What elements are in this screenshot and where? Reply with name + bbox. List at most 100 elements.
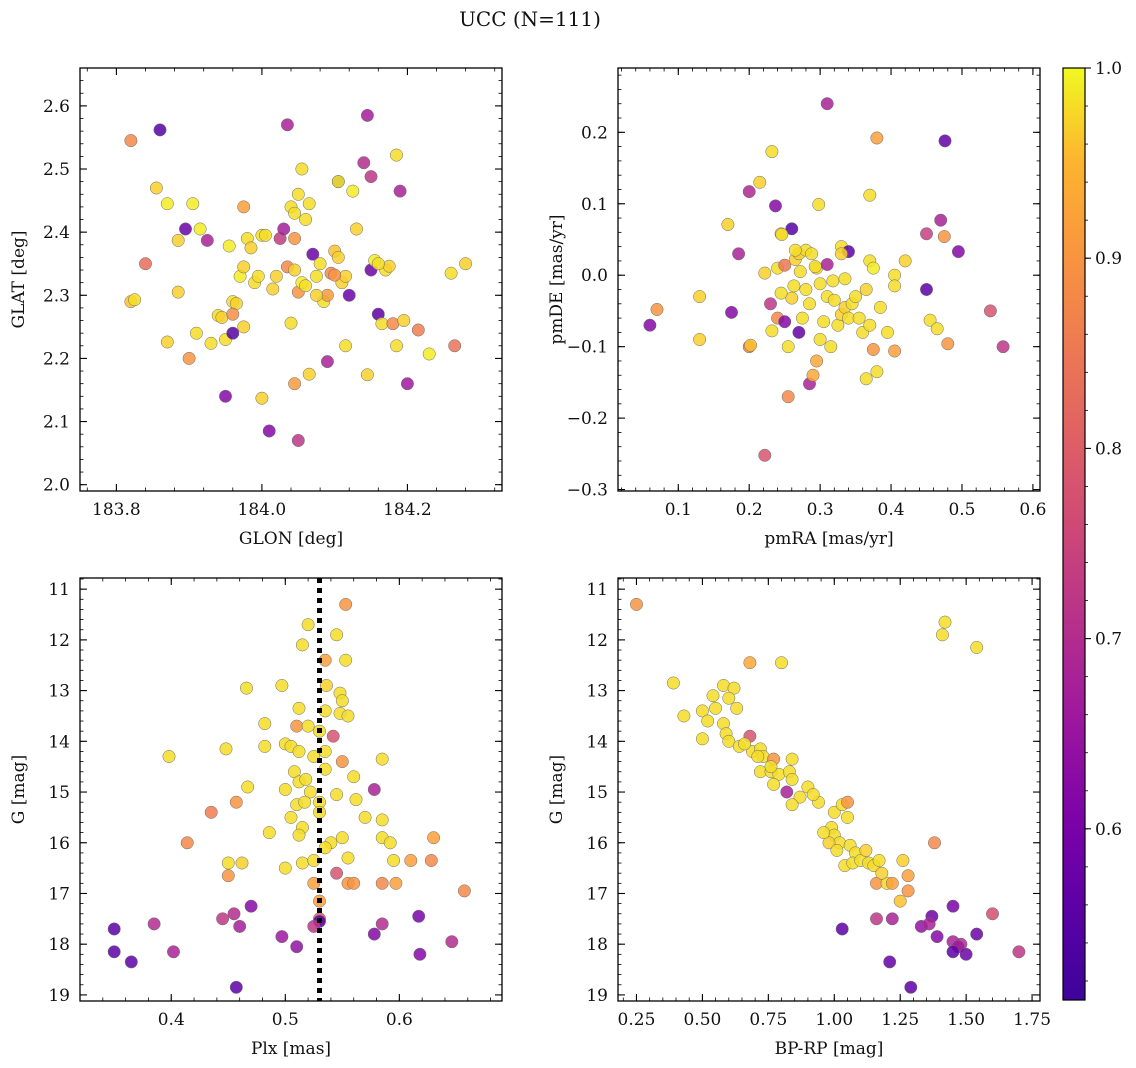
data-point [820,97,834,111]
data-point [292,745,306,758]
data-point [885,912,899,926]
data-point [888,279,902,293]
data-point [360,108,374,122]
data-point [313,257,327,271]
data-point [427,831,441,845]
y-tick-label: 13 [48,682,70,702]
data-point [278,861,292,875]
data-point [803,297,816,311]
data-point [387,854,401,867]
data-point [295,162,309,176]
data-point [383,836,397,850]
data-point [727,681,741,695]
data-point [160,197,174,211]
data-point [275,930,289,944]
data-point [244,241,258,255]
data-point [722,734,736,748]
data-point [171,285,185,299]
data-point [310,288,323,302]
data-point [813,277,827,291]
data-point [930,930,944,944]
x-tick-label: 0.5 [948,500,975,520]
data-point [347,876,361,890]
data-point [193,222,207,236]
data-point [881,325,894,339]
data-point [149,181,163,195]
data-point [422,347,436,361]
data-point [722,691,736,705]
data-point [866,261,880,275]
data-point [666,676,680,690]
data-point [292,828,306,842]
data-point [805,247,819,261]
data-point [738,737,752,751]
data-point [764,297,777,311]
data-point [259,228,272,242]
y-axis-label: G [mag] [9,755,29,824]
data-point [701,714,715,728]
data-point [793,790,807,804]
data-point [946,945,960,959]
data-point [306,247,320,261]
data-point [859,843,873,857]
x-axis-label: GLON [deg] [239,529,343,549]
y-tick-label: 2.5 [43,160,70,180]
data-point [331,175,345,189]
data-point [171,233,185,247]
figure-title: UCC (N=111) [459,7,601,31]
data-point [295,638,309,652]
data-point [775,228,789,241]
data-point [375,752,389,766]
data-point [849,290,863,304]
data-point [883,955,897,969]
y-tick-label: 0.0 [581,266,608,286]
x-axis-label: Plx [mas] [251,1039,331,1059]
y-tick-label: −0.3 [567,481,608,501]
x-tick-label: 1.00 [815,1010,853,1030]
data-point [237,260,251,274]
data-point [732,247,746,261]
panel-pmra-pmde: 0.1 0.2 0.3 0.4 0.5 0.6−0.3−0.2−0.10.00.10.2p… [547,67,1046,549]
data-point [806,368,820,382]
data-point [826,274,840,288]
y-tick-label: 15 [48,783,70,803]
y-tick-label: −0.1 [567,338,608,358]
data-point [751,750,765,763]
data-point [382,259,396,273]
data-point [935,628,949,642]
data-point [339,597,353,611]
data-point [937,230,951,244]
data-point [830,843,844,857]
data-point [303,785,317,799]
data-point [941,337,955,351]
colorbar-tick-label: 1.0 [1095,59,1122,79]
y-tick-label: 0.1 [581,195,608,215]
data-point [229,980,243,994]
data-point [459,257,473,271]
data-point [386,317,400,331]
data-point [307,919,321,933]
plot-frame [79,577,503,1002]
data-point [226,326,240,340]
x-tick-label: 0.1 [665,500,692,520]
data-point [371,257,385,271]
data-point [765,324,779,338]
x-tick-label: 0.75 [749,1010,787,1030]
scatter-points [643,97,1010,462]
x-tick-label: 1.75 [1013,1010,1051,1030]
data-point [923,313,937,327]
y-tick-label: 19 [586,986,608,1006]
x-tick-label: 0.2 [736,500,763,520]
data-point [180,836,194,850]
x-tick-label: 0.4 [878,500,905,520]
data-point [888,344,902,358]
data-point [284,316,298,330]
data-point [291,187,305,201]
data-point [299,213,313,226]
data-point [938,134,952,148]
y-tick-label: −0.2 [567,409,608,429]
data-point [258,739,272,753]
data-point [284,810,298,824]
data-point [318,841,332,855]
data-point [817,315,831,329]
